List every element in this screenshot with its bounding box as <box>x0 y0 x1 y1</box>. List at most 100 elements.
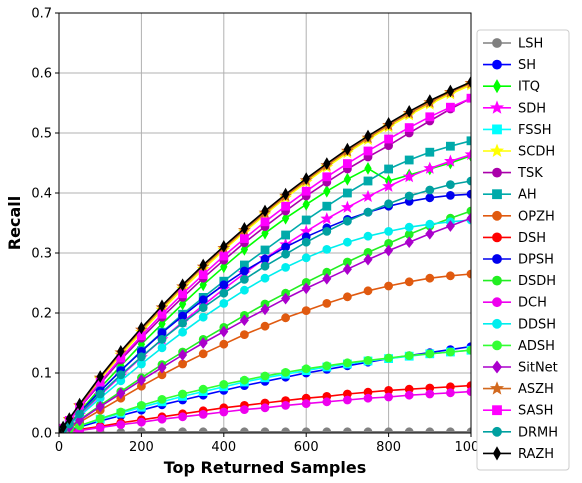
data-point-dch <box>404 390 414 400</box>
data-point-sitnet <box>219 325 229 338</box>
data-point-adsh <box>239 375 249 385</box>
y-tick-label: 0.5 <box>31 127 52 142</box>
data-point-drmh <box>363 207 373 217</box>
data-point-dpsh <box>219 280 229 290</box>
legend-marker <box>492 426 502 437</box>
legend-entry-adsh: ADSH <box>483 339 555 354</box>
data-point-dpsh <box>178 311 188 321</box>
data-point-ddsh <box>342 237 352 247</box>
data-point-opzh <box>342 292 352 302</box>
legend-entry-ddsh: DDSH <box>483 317 556 332</box>
y-tick-label: 0.1 <box>31 367 52 382</box>
data-point-itq <box>364 161 372 175</box>
data-point-lsh <box>178 427 187 433</box>
data-point-drmh <box>239 274 249 284</box>
data-point-drmh <box>404 191 414 201</box>
data-point-lsh <box>260 427 270 433</box>
data-point-ah <box>404 155 414 165</box>
data-point-sdh <box>423 161 437 174</box>
data-point-dpsh <box>260 254 270 264</box>
data-point-ddsh <box>239 285 249 295</box>
legend-entry-itq: ITQ <box>483 79 540 95</box>
data-point-dch <box>260 403 270 413</box>
data-point-razh <box>65 412 73 426</box>
y-tick-label: 0.2 <box>31 307 52 322</box>
legend-marker <box>492 167 502 178</box>
legend-marker <box>492 318 502 329</box>
data-point-sdh <box>320 212 334 225</box>
legend-marker <box>489 381 505 395</box>
data-point-opzh <box>363 286 373 296</box>
data-point-adsh <box>466 345 471 355</box>
legend-entry-dsh: DSH <box>483 231 546 246</box>
legend-label: OPZH <box>518 209 555 224</box>
data-point-razh <box>446 84 455 98</box>
data-point-sdh <box>464 147 471 161</box>
data-point-drmh <box>157 334 167 344</box>
legend-entry-scdh: SCDH <box>483 143 555 160</box>
legend-frame <box>476 29 570 471</box>
data-point-adsh <box>157 394 167 404</box>
legend-entry-ah: AH <box>483 188 537 203</box>
data-point-razh <box>405 104 413 118</box>
data-point-razh <box>323 157 331 171</box>
data-point-sash <box>363 146 373 156</box>
data-point-lsh <box>281 427 290 433</box>
legend-label: ADSH <box>518 339 555 354</box>
x-tick-label: 200 <box>129 440 154 455</box>
axes-frame <box>58 12 472 434</box>
data-point-drmh <box>301 237 311 247</box>
data-point-drmh <box>445 180 455 190</box>
data-point-adsh <box>95 414 105 424</box>
legend-marker <box>492 232 502 243</box>
data-point-drmh <box>116 370 126 380</box>
data-point-sash <box>445 102 455 112</box>
data-point-opzh <box>219 339 229 349</box>
data-point-dch <box>198 409 208 419</box>
data-point-sash <box>322 172 332 182</box>
data-point-razh <box>96 370 104 384</box>
data-point-lsh <box>198 427 208 433</box>
data-point-lsh <box>363 427 373 433</box>
data-point-dch <box>157 414 167 424</box>
data-point-opzh <box>281 313 291 323</box>
data-point-ah <box>322 201 332 211</box>
data-point-sash <box>219 251 229 261</box>
data-point-opzh <box>384 281 394 291</box>
data-point-dch <box>178 412 188 422</box>
y-tick-label: 0.0 <box>31 427 52 442</box>
data-point-sitnet <box>178 349 188 361</box>
data-point-dch <box>342 395 352 405</box>
data-point-sitnet <box>322 272 332 285</box>
data-point-drmh <box>75 409 84 419</box>
data-point-sitnet <box>363 253 373 266</box>
data-point-dch <box>239 405 249 415</box>
x-tick-label: 800 <box>376 440 401 455</box>
legend-entry-razh: RAZH <box>483 446 554 462</box>
data-point-sitnet <box>404 236 414 249</box>
y-tick-label: 0.7 <box>31 7 52 22</box>
data-point-razh <box>384 116 393 130</box>
data-point-opzh <box>301 306 311 316</box>
x-tick-label: 400 <box>211 440 236 455</box>
legend-label: SDH <box>518 101 546 116</box>
data-point-razh <box>59 426 63 433</box>
legend-marker <box>492 446 502 461</box>
data-point-opzh <box>239 330 249 340</box>
data-point-razh <box>467 75 471 89</box>
data-point-razh <box>75 397 84 411</box>
data-point-sitnet <box>466 212 471 225</box>
legend-entry-drmh: DRMH <box>483 425 558 440</box>
legend-marker <box>492 59 502 70</box>
data-point-drmh <box>95 389 105 399</box>
series-razh <box>59 75 471 433</box>
data-point-adsh <box>445 347 455 357</box>
data-point-drmh <box>342 216 352 226</box>
data-point-razh <box>158 299 166 313</box>
data-point-dch <box>95 423 105 433</box>
data-point-adsh <box>178 389 188 399</box>
data-point-sitnet <box>136 374 146 387</box>
data-point-sitnet <box>281 292 291 305</box>
data-point-dch <box>219 407 229 417</box>
